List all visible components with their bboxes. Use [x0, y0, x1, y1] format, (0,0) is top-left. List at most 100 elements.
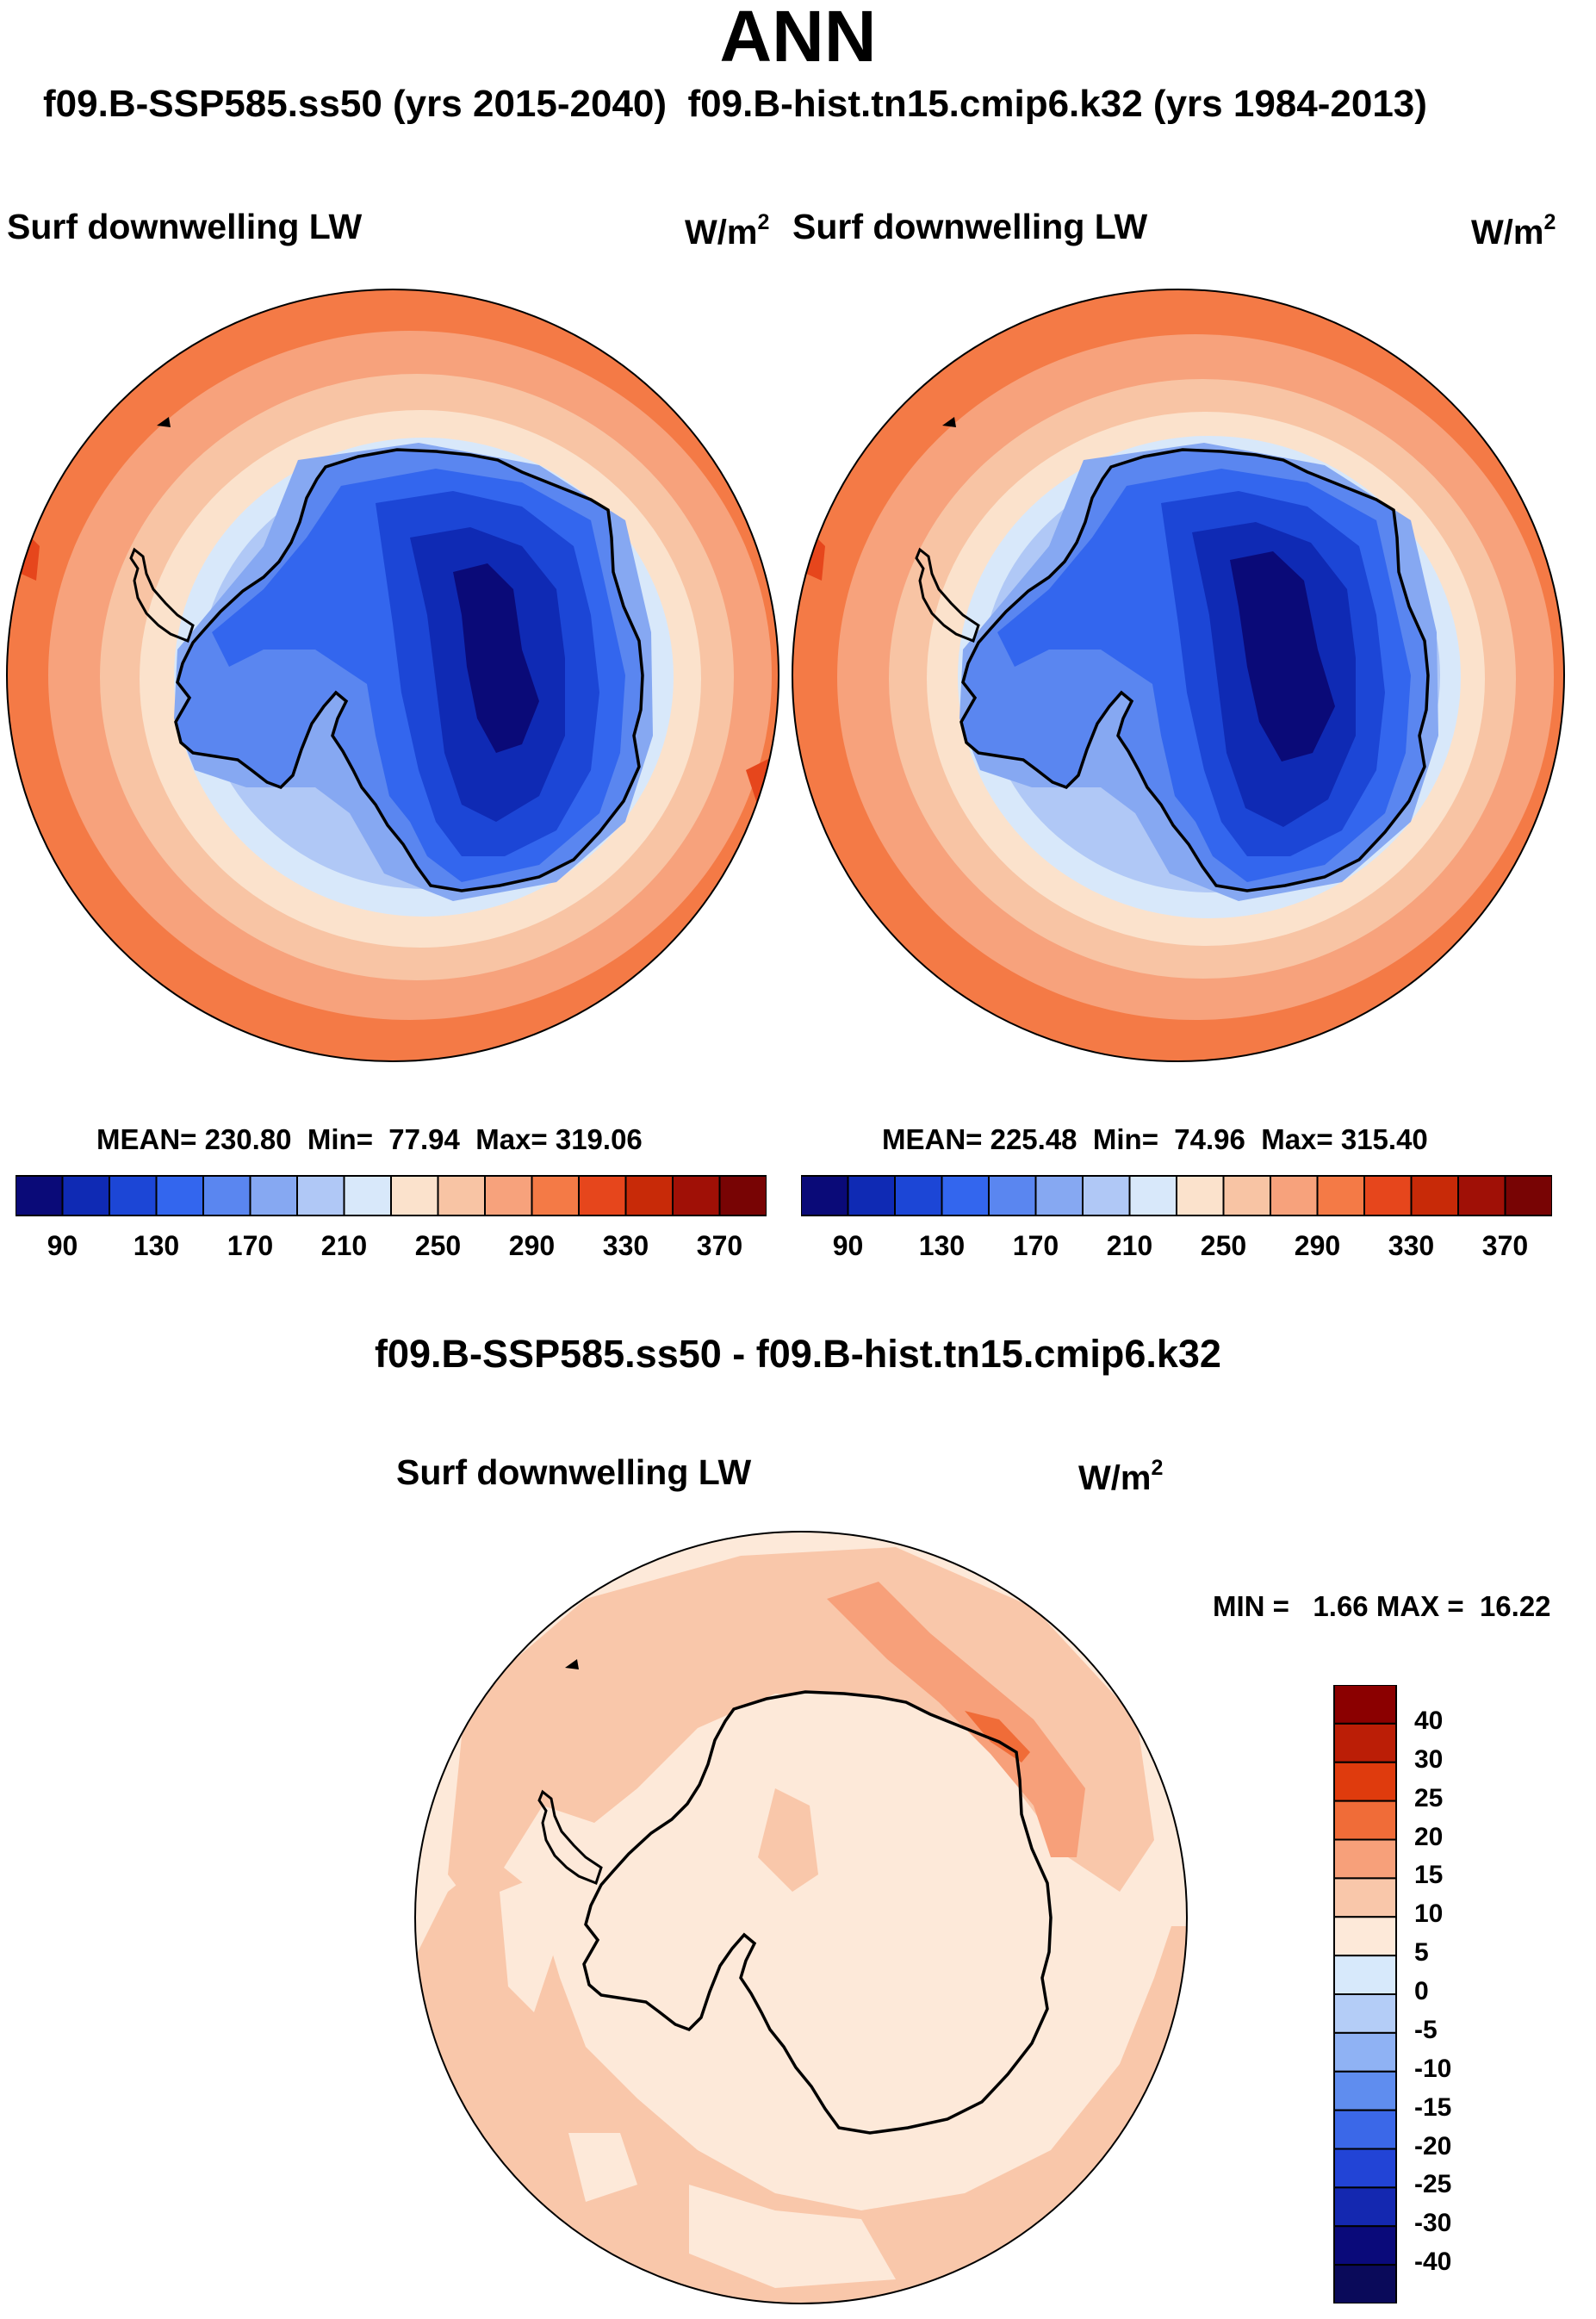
colorbar-tick-label: 90: [832, 1230, 864, 1261]
colorbar-swatch: [988, 1175, 1037, 1216]
colorbar-swatch: [1270, 1175, 1319, 1216]
colorbar-swatch: [1176, 1175, 1225, 1216]
colorbar-swatch: [1316, 1175, 1365, 1216]
difference-panel-colorbar: [1333, 1685, 1397, 2303]
test-case-name: f09.B-SSP585.ss50 (yrs 2015-2040): [43, 83, 668, 125]
colorbar-swatch: [1333, 2264, 1397, 2303]
difference-title: f09.B-SSP585.ss50 - f09.B-hist.tn15.cmip…: [375, 1332, 1221, 1376]
colorbar-swatch: [718, 1175, 767, 1216]
colorbar-tick-label: 170: [1012, 1230, 1059, 1261]
difference-panel-variable: Surf downwelling LW: [396, 1452, 752, 1492]
control-case-name: f09.B-hist.tn15.cmip6.k32 (yrs 1984-2013…: [687, 83, 1427, 125]
colorbar-swatch: [941, 1175, 990, 1216]
control-panel-units: W/m2: [1471, 210, 1556, 252]
difference-colorbar-labels: 40 30 25 20 15 10 5 0 -5 -10 -15 -20 -25 -30 -40: [1414, 1685, 1518, 2303]
colorbar-tick-label: 330: [602, 1230, 649, 1261]
colorbar-tick-label: 250: [1200, 1230, 1247, 1261]
test-panel-map: [6, 289, 779, 1062]
colorbar-tick-label: -25: [1414, 2170, 1452, 2199]
colorbar-swatch: [1333, 1955, 1397, 1995]
colorbar-swatch: [1333, 1722, 1397, 1763]
colorbar-tick-label: 10: [1414, 1899, 1444, 1929]
colorbar-swatch: [390, 1175, 439, 1216]
control-panel-variable: Surf downwelling LW: [792, 207, 1148, 246]
difference-panel-map: [414, 1531, 1188, 2304]
colorbar-swatch: [1333, 1685, 1397, 1725]
colorbar-swatch: [343, 1175, 392, 1216]
colorbar-tick-label: -20: [1414, 2131, 1452, 2160]
colorbar-swatch: [249, 1175, 298, 1216]
case-names-row: f09.B-SSP585.ss50 (yrs 2015-2040) f09.B-…: [43, 83, 1427, 126]
colorbar-tick-label: 210: [320, 1230, 368, 1261]
colorbar-swatch: [1457, 1175, 1506, 1216]
main-title: ANN: [719, 0, 877, 77]
colorbar-swatch: [1333, 2148, 1397, 2189]
colorbar-tick-label: 90: [47, 1230, 78, 1261]
colorbar-swatch: [1333, 1800, 1397, 1841]
colorbar-tick-label: 130: [918, 1230, 966, 1261]
test-panel-colorbar: [16, 1175, 767, 1216]
colorbar-tick-label: 0: [1414, 1977, 1429, 2005]
colorbar-swatch: [16, 1175, 64, 1216]
colorbar-swatch: [296, 1175, 345, 1216]
colorbar-swatch: [1034, 1175, 1084, 1216]
colorbar-swatch: [531, 1175, 580, 1216]
colorbar-swatch: [109, 1175, 158, 1216]
test-panel-stats: MEAN= 230.80 Min= 77.94 Max= 319.06: [96, 1123, 643, 1155]
colorbar-tick-label: 15: [1414, 1861, 1444, 1890]
colorbar-swatch: [1504, 1175, 1552, 1216]
colorbar-tick-label: 5: [1414, 1938, 1429, 1968]
colorbar-tick-label: 170: [227, 1230, 274, 1261]
colorbar-tick-label: 250: [414, 1230, 462, 1261]
colorbar-tick-label: 370: [696, 1230, 743, 1261]
colorbar-tick-label: 330: [1388, 1230, 1435, 1261]
colorbar-tick-label: 30: [1414, 1744, 1444, 1774]
colorbar-swatch: [1128, 1175, 1177, 1216]
colorbar-swatch: [1333, 2225, 1397, 2266]
colorbar-swatch: [578, 1175, 627, 1216]
colorbar-swatch: [1363, 1175, 1413, 1216]
colorbar-swatch: [894, 1175, 943, 1216]
colorbar-swatch: [484, 1175, 533, 1216]
control-colorbar-labels: 90 130 170 210 250 290 330 370: [801, 1230, 1552, 1265]
colorbar-tick-label: -15: [1414, 2092, 1452, 2122]
difference-panel-stats: MIN = 1.66 MAX = 16.22: [1213, 1590, 1551, 1622]
colorbar-tick-label: 130: [133, 1230, 180, 1261]
colorbar-swatch: [672, 1175, 721, 1216]
colorbar-swatch: [1333, 1761, 1397, 1802]
colorbar-swatch: [1333, 2070, 1397, 2111]
test-colorbar-labels: 90 130 170 210 250 290 330 370: [16, 1230, 767, 1265]
colorbar-tick-label: 20: [1414, 1822, 1444, 1851]
colorbar-swatch: [1410, 1175, 1459, 1216]
colorbar-tick-label: -5: [1414, 2015, 1438, 2044]
colorbar-swatch: [1222, 1175, 1271, 1216]
colorbar-swatch: [1333, 1916, 1397, 1957]
colorbar-swatch: [1333, 2186, 1397, 2228]
colorbar-tick-label: 290: [1294, 1230, 1341, 1261]
colorbar-swatch: [155, 1175, 204, 1216]
colorbar-swatch: [437, 1175, 486, 1216]
colorbar-tick-label: 25: [1414, 1783, 1444, 1812]
colorbar-tick-label: -10: [1414, 2054, 1452, 2083]
colorbar-tick-label: -40: [1414, 2248, 1452, 2277]
colorbar-swatch: [847, 1175, 896, 1216]
colorbar-tick-label: 290: [508, 1230, 556, 1261]
colorbar-swatch: [624, 1175, 674, 1216]
difference-panel-units: W/m2: [1078, 1456, 1164, 1497]
test-panel-units: W/m2: [685, 210, 770, 252]
colorbar-swatch: [202, 1175, 252, 1216]
colorbar-tick-label: 370: [1481, 1230, 1529, 1261]
colorbar-swatch: [1333, 2031, 1397, 2073]
colorbar-swatch: [1333, 1838, 1397, 1880]
colorbar-swatch: [1082, 1175, 1131, 1216]
colorbar-swatch: [1333, 2109, 1397, 2150]
control-panel-stats: MEAN= 225.48 Min= 74.96 Max= 315.40: [882, 1123, 1428, 1155]
colorbar-swatch: [801, 1175, 849, 1216]
control-panel-map: [792, 289, 1565, 1062]
colorbar-tick-label: 40: [1414, 1706, 1444, 1735]
colorbar-swatch: [1333, 1993, 1397, 2034]
colorbar-swatch: [61, 1175, 110, 1216]
test-panel-variable: Surf downwelling LW: [7, 207, 363, 246]
colorbar-tick-label: 210: [1106, 1230, 1153, 1261]
colorbar-swatch: [1333, 1877, 1397, 1918]
